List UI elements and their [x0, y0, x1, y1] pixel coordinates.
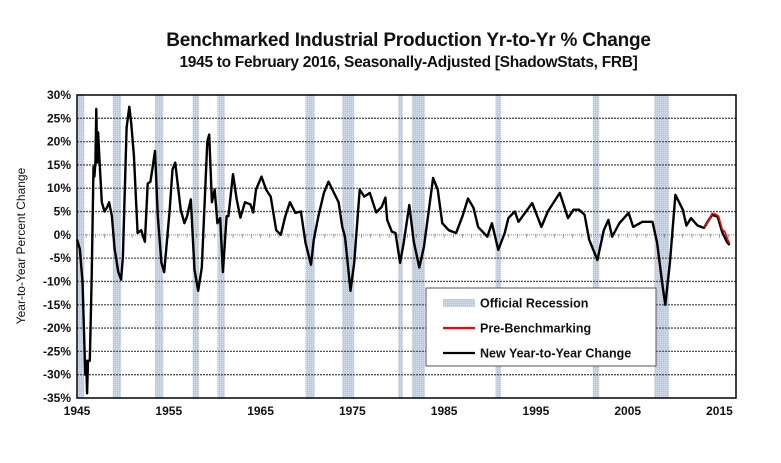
chart-title: Benchmarked Industrial Production Yr-to-… [166, 30, 651, 51]
plot-frame [76, 94, 737, 399]
legend-label: Pre-Benchmarking [480, 322, 591, 336]
x-tick-label: 2005 [614, 404, 641, 418]
y-tick-label: 0% [54, 228, 72, 242]
y-tick-label: 20% [47, 135, 71, 149]
y-tick-label: 25% [47, 111, 71, 125]
x-tick-label: 1945 [64, 404, 91, 418]
legend: Official Recession Pre-Benchmarking New Ye… [425, 287, 657, 367]
y-tick-label: -20% [43, 321, 71, 335]
series-lines [75, 105, 731, 395]
recession-band [398, 95, 403, 398]
recession-band [342, 95, 355, 398]
recession-band [654, 95, 669, 398]
x-tick-label: 1995 [523, 404, 550, 418]
y-axis-ticks: 30% 25% 20% 15% 10% 5% 0% -5% -10% -15% -20% -25% -3… [43, 88, 71, 405]
x-tick-label: 1955 [155, 404, 182, 418]
x-tick-label: 1965 [247, 404, 274, 418]
y-tick-label: -35% [43, 391, 71, 405]
series-line-new-yoy-change [75, 105, 731, 395]
y-tick-label: 30% [47, 88, 71, 102]
legend-swatch-recession [443, 299, 475, 307]
recession-band [192, 95, 200, 398]
y-tick-label: -15% [43, 298, 71, 312]
chart-subtitle: 1945 to February 2016, Seasonally-Adjust… [179, 54, 638, 71]
x-axis-ticks: 1945 1955 1965 1975 1985 1995 2005 2015 [64, 404, 734, 418]
y-tick-label: -10% [43, 274, 71, 288]
y-tick-label: -25% [43, 344, 71, 358]
y-axis-label: Year-to-Year Percent Change [14, 167, 28, 324]
recession-band [77, 95, 85, 398]
y-tick-label: -5% [50, 251, 72, 265]
y-tick-label: 10% [47, 181, 71, 195]
y-tick-label: -30% [43, 368, 71, 382]
y-tick-label: 15% [47, 158, 71, 172]
x-tick-label: 2015 [706, 404, 733, 418]
recession-band [305, 95, 315, 398]
series-line-pre-benchmarking [703, 212, 731, 244]
legend-label: Official Recession [480, 297, 588, 311]
recession-band [412, 95, 425, 398]
x-tick-label: 1985 [431, 404, 458, 418]
legend-label: New Year-to-Year Change [480, 347, 631, 361]
recession-band [112, 95, 122, 398]
recession-band [592, 95, 600, 398]
y-tick-label: 5% [54, 205, 72, 219]
x-tick-label: 1975 [339, 404, 366, 418]
